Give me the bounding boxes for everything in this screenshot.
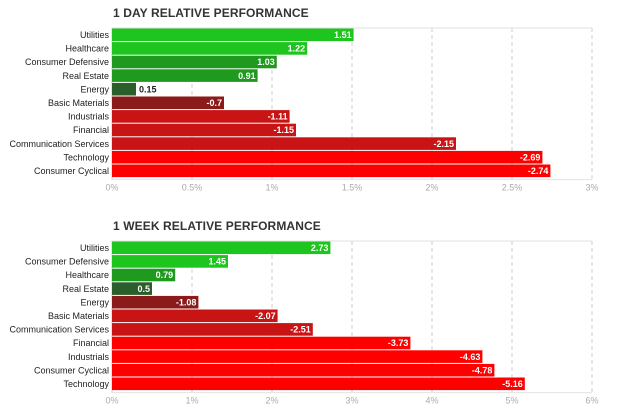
chart-1week-plot: Utilities 2.73 Consumer Defensive 1.45 Healt… [9,240,599,406]
bar[interactable] [112,309,278,323]
category-label: Financial [73,338,109,348]
bar[interactable] [112,282,152,295]
value-label: -1.11 [268,112,288,122]
category-label: Healthcare [65,44,109,54]
value-label: -0.7 [206,98,222,108]
bar[interactable] [112,255,228,268]
value-label: 1.51 [334,30,352,40]
value-label: 1.03 [257,57,275,67]
bar[interactable] [112,82,136,96]
value-label: -1.15 [273,125,294,135]
chart-1week-title: 1 WEEK RELATIVE PERFORMANCE [113,219,321,233]
bar[interactable] [112,295,199,309]
category-label: Consumer Cyclical [34,365,109,375]
x-tick-label: 2% [425,183,438,193]
bar[interactable] [112,28,354,42]
category-label: Technology [63,379,109,389]
value-label: -5.16 [502,379,523,389]
bar[interactable] [112,164,551,178]
value-label: 1.45 [208,257,226,267]
category-label: Basic Materials [48,311,110,321]
bar[interactable] [112,150,543,164]
category-label: Consumer Defensive [25,257,109,267]
x-tick-label: 1% [185,396,198,406]
category-label: Technology [63,152,109,162]
value-label: -2.74 [528,166,549,176]
bar[interactable] [112,55,277,69]
x-tick-label: 5% [505,396,518,406]
chart-1day-plot: Utilities 1.51 Healthcare 1.22 Consumer Defe… [9,27,599,193]
bar[interactable] [112,377,525,391]
x-tick-label: 0% [105,396,118,406]
category-label: Real Estate [62,284,109,294]
value-label: 1.22 [288,44,306,54]
x-tick-label: 1% [265,183,278,193]
x-tick-label: 3% [345,396,358,406]
category-label: Basic Materials [48,98,110,108]
value-label: 2.73 [311,243,329,253]
x-tick-label: 3% [585,183,598,193]
category-label: Energy [80,84,109,94]
category-label: Consumer Cyclical [34,166,109,176]
bar[interactable] [112,69,258,82]
value-label: 0.5 [137,284,150,294]
value-label: 0.15 [139,84,157,94]
x-tick-label: 2.5% [502,183,523,193]
x-tick-label: 0.5% [182,183,203,193]
category-label: Industrials [68,352,110,362]
bar[interactable] [112,350,483,363]
value-label: 0.91 [238,71,256,81]
bar[interactable] [112,42,308,55]
chart-1day: 1 DAY RELATIVE PERFORMANCE Utilities 1.51… [0,0,619,200]
x-tick-label: 1.5% [342,183,363,193]
category-label: Energy [80,297,109,307]
category-label: Real Estate [62,71,109,81]
category-label: Utilities [80,243,110,253]
value-label: -2.15 [433,139,454,149]
category-label: Consumer Defensive [25,57,109,67]
bar[interactable] [112,123,296,137]
value-label: -4.63 [460,352,481,362]
value-label: -1.08 [176,297,197,307]
bar[interactable] [112,241,331,255]
value-label: -2.69 [520,152,541,162]
x-tick-label: 4% [425,396,438,406]
category-label: Communication Services [9,325,109,335]
value-label: -4.78 [472,365,493,375]
value-label: -2.51 [290,325,311,335]
category-label: Industrials [68,112,110,122]
bar[interactable] [112,96,224,110]
value-label: -3.73 [388,338,409,348]
bar[interactable] [112,137,456,150]
bar[interactable] [112,363,495,377]
bar[interactable] [112,323,313,336]
category-label: Utilities [80,30,110,40]
x-tick-label: 0% [105,183,118,193]
chart-1week: 1 WEEK RELATIVE PERFORMANCE Utilities 2.7… [0,213,619,413]
value-label: 0.79 [156,270,174,280]
bar[interactable] [112,336,411,350]
category-label: Healthcare [65,270,109,280]
x-tick-label: 2% [265,396,278,406]
bar[interactable] [112,110,290,123]
value-label: -2.07 [255,311,276,321]
bar[interactable] [112,268,176,282]
chart-1day-title: 1 DAY RELATIVE PERFORMANCE [113,6,309,20]
x-tick-label: 6% [585,396,598,406]
category-label: Communication Services [9,139,109,149]
category-label: Financial [73,125,109,135]
